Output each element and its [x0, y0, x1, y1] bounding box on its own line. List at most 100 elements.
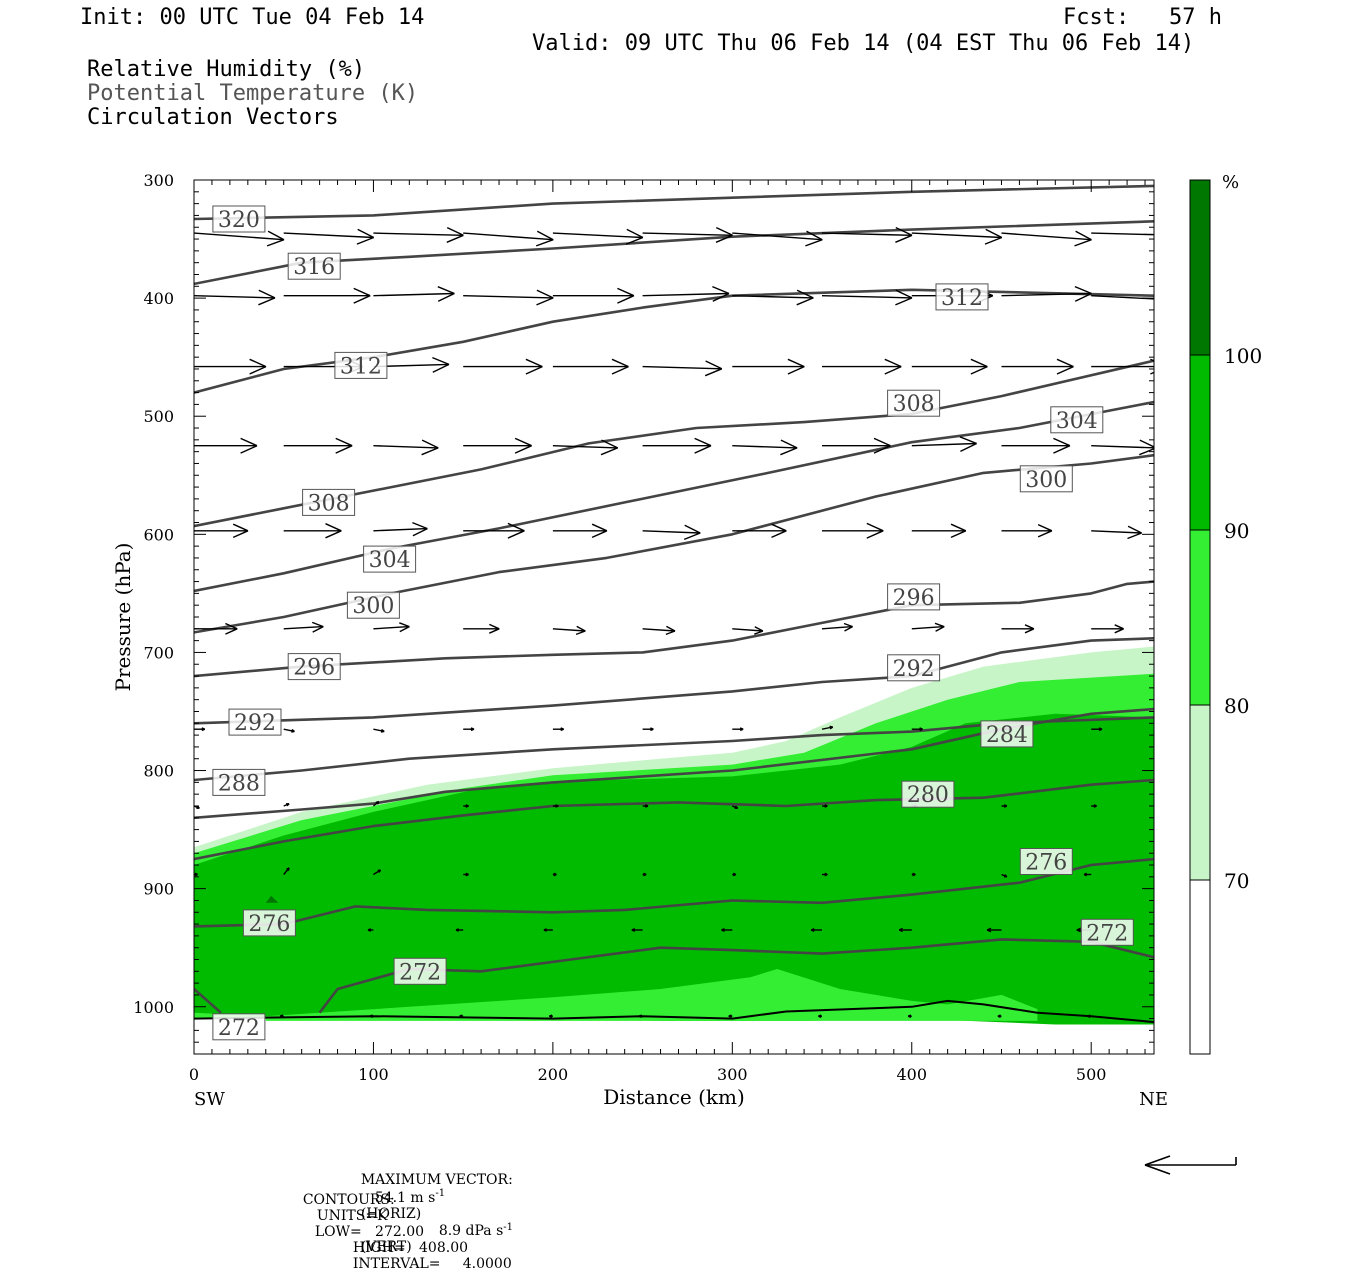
circulation-vector [1091, 228, 1181, 243]
circulation-vector [284, 438, 352, 453]
isentrope-label-text: 272 [399, 960, 441, 985]
circulation-vector [553, 626, 585, 634]
isentrope-300 [194, 455, 1154, 632]
circulation-vector [190, 1015, 194, 1017]
vector-shaft [643, 294, 729, 296]
circulation-vector [553, 229, 643, 244]
vector-head [422, 448, 439, 455]
isentrope-label-text: 308 [308, 491, 350, 516]
circulation-vector [912, 359, 988, 374]
vector-head [447, 228, 463, 236]
vector-head [971, 359, 988, 366]
vector-shaft [822, 296, 912, 298]
vector-shaft [643, 233, 733, 235]
isentrope-label-text: 288 [218, 771, 260, 796]
vector-head [433, 364, 449, 372]
circulation-vector [284, 622, 324, 632]
circulation-vector [643, 287, 729, 302]
colorbar-tick-label: 70 [1224, 869, 1249, 893]
vector-head [526, 359, 543, 366]
vector-head [844, 624, 853, 627]
circulation-vector [1002, 525, 1052, 537]
x-tick-label: 400 [896, 1065, 927, 1084]
circulation-vector [643, 438, 711, 453]
vector-head [326, 531, 342, 538]
vector-head [190, 1015, 193, 1016]
vector-head [1038, 525, 1052, 531]
y-tick-label: 700 [143, 643, 174, 662]
vector-head [189, 930, 192, 931]
contours-line: CONTOURS: UNITS=K LOW= 272.00 HIGH= 408.… [285, 1176, 512, 1288]
vector-head [189, 929, 192, 930]
vector-head [241, 438, 257, 445]
circulation-vector [194, 728, 205, 731]
isentrope-label: 272 [394, 958, 446, 985]
vector-head [312, 622, 323, 626]
isentrope-label: 292 [229, 709, 281, 736]
x-end-label-right: NE [1139, 1089, 1168, 1110]
vector-head [291, 731, 294, 732]
vector-head [797, 298, 814, 305]
vector-head [1053, 438, 1070, 445]
reference-vector-arrow [1145, 1156, 1236, 1174]
vector-head [780, 448, 797, 455]
vector-head [225, 629, 237, 634]
circulation-vector [284, 729, 295, 732]
circulation-vector [284, 804, 289, 806]
vector-head [412, 523, 427, 529]
y-tick-label: 400 [143, 289, 174, 308]
vector-head [788, 367, 804, 374]
circulation-vector [822, 523, 883, 538]
isentrope-label-text: 304 [1056, 409, 1098, 434]
circulation-vector [643, 525, 701, 539]
isentrope-label-text: 272 [218, 1016, 260, 1041]
vector-head [399, 623, 409, 627]
vector-shaft [1091, 446, 1156, 448]
vector-head [258, 298, 275, 305]
y-tick-label: 500 [143, 407, 174, 426]
vector-head [772, 531, 787, 538]
isentrope-label: 280 [902, 781, 954, 808]
x-tick-label: 200 [538, 1065, 569, 1084]
vector-head [592, 531, 607, 538]
circulation-vector [732, 728, 743, 731]
vector-head [716, 228, 732, 236]
isentrope-label: 312 [335, 352, 387, 379]
vector-head [288, 868, 289, 871]
vector-head [1075, 240, 1092, 246]
circulation-vector [194, 359, 266, 374]
circulation-vector [1002, 359, 1074, 374]
colorbar-tick-label: 100 [1224, 344, 1262, 368]
isentrope-label: 272 [213, 1014, 265, 1041]
vector-head [515, 438, 532, 445]
vector-head [684, 533, 700, 539]
vector-head [1057, 359, 1074, 366]
isentrope-320 [194, 186, 1154, 219]
isentrope-label: 276 [1020, 849, 1072, 876]
vector-head [438, 294, 454, 302]
circulation-vector [553, 440, 618, 455]
isentrope-label-text: 312 [941, 286, 983, 311]
circulation-vector [463, 290, 553, 305]
vector-shaft [373, 446, 438, 448]
vector-head [867, 531, 883, 538]
circulation-vector [732, 440, 797, 455]
contours-label: CONTOURS: [303, 1192, 395, 1208]
vector-head [438, 287, 455, 294]
vector-head [985, 238, 1002, 245]
vector-shaft [373, 529, 427, 531]
circulation-vector [194, 438, 257, 453]
vector-shaft [373, 233, 463, 235]
vector-head [1165, 235, 1182, 242]
vector-head [1162, 292, 1178, 300]
isentrope-label-text: 292 [234, 711, 276, 736]
x-tick-label: 300 [717, 1065, 748, 1084]
vector-head [357, 238, 374, 245]
vector-head [1057, 367, 1074, 374]
circulation-vector [643, 361, 722, 376]
vector-shaft [1091, 233, 1181, 235]
vector-shaft [553, 446, 618, 448]
vector-head [233, 524, 248, 531]
vector-shaft [373, 627, 409, 629]
